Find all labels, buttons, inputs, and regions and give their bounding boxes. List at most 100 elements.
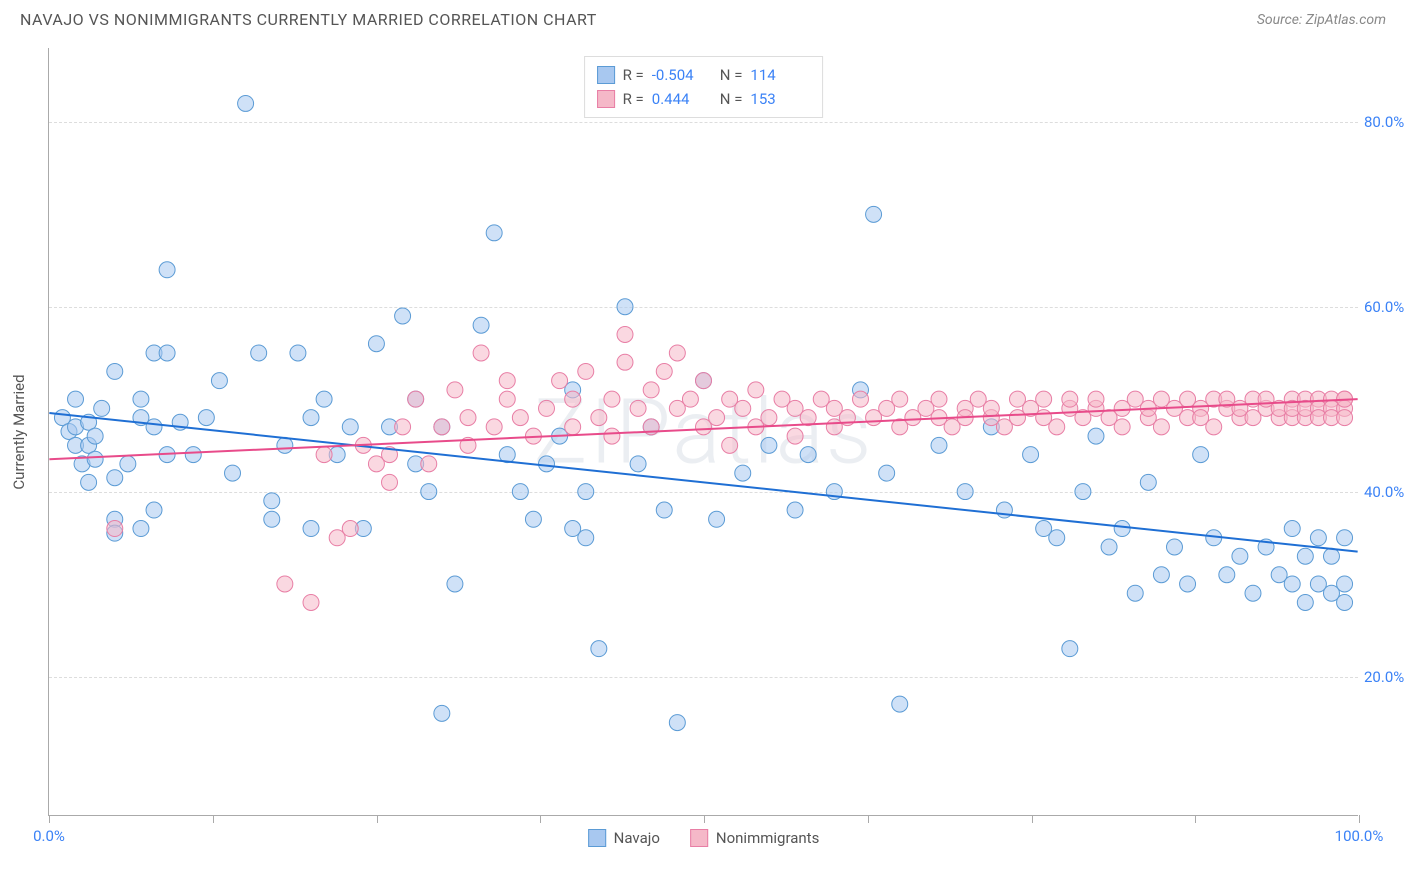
legend-series-label: Nonimmigrants (716, 829, 819, 847)
data-point (709, 511, 725, 527)
data-point (539, 400, 555, 416)
x-tick (377, 815, 378, 823)
data-point (1219, 567, 1235, 583)
data-point (722, 437, 738, 453)
data-point (1062, 641, 1078, 657)
data-point (1088, 428, 1104, 444)
data-point (1284, 521, 1300, 537)
data-point (1062, 391, 1078, 407)
data-point (264, 493, 280, 509)
data-point (617, 354, 633, 370)
data-point (185, 447, 201, 463)
data-point (1337, 594, 1353, 610)
data-point (316, 447, 332, 463)
data-point (853, 391, 869, 407)
data-point (669, 345, 685, 361)
data-point (539, 456, 555, 472)
data-point (643, 382, 659, 398)
chart-header: NAVAJO VS NONIMMIGRANTS CURRENTLY MARRIE… (0, 0, 1406, 35)
data-point (617, 326, 633, 342)
data-point (669, 715, 685, 731)
data-point (447, 576, 463, 592)
data-point (434, 705, 450, 721)
data-point (866, 206, 882, 222)
data-point (604, 428, 620, 444)
data-point (578, 363, 594, 379)
x-tick (704, 815, 705, 823)
data-point (656, 363, 672, 379)
data-point (277, 437, 293, 453)
data-point (382, 474, 398, 490)
data-point (578, 484, 594, 500)
data-point (146, 502, 162, 518)
data-point (565, 419, 581, 435)
data-point (447, 382, 463, 398)
data-point (87, 428, 103, 444)
data-point (146, 419, 162, 435)
legend-stat-row: R = -0.504 N = 114 (597, 63, 811, 87)
data-point (107, 521, 123, 537)
data-point (1101, 539, 1117, 555)
r-value: -0.504 (652, 63, 712, 87)
data-point (696, 373, 712, 389)
data-point (198, 410, 214, 426)
data-point (748, 382, 764, 398)
data-point (486, 225, 502, 241)
legend-stat-row: R = 0.444 N = 153 (597, 87, 811, 111)
data-point (1127, 585, 1143, 601)
data-point (368, 336, 384, 352)
data-point (421, 484, 437, 500)
data-point (735, 465, 751, 481)
data-point (1140, 474, 1156, 490)
y-tick-label: 20.0% (1364, 668, 1406, 686)
data-point (879, 465, 895, 481)
data-point (499, 391, 515, 407)
data-point (1114, 419, 1130, 435)
legend-series-item: Nonimmigrants (690, 829, 819, 847)
data-point (512, 410, 528, 426)
data-point (1245, 585, 1261, 601)
y-axis-label: Currently Married (10, 374, 28, 489)
x-tick-label: 100.0% (1335, 827, 1384, 845)
data-point (408, 391, 424, 407)
data-point (682, 391, 698, 407)
data-point (957, 484, 973, 500)
n-value: 114 (750, 63, 810, 87)
data-point (512, 484, 528, 500)
chart-title: NAVAJO VS NONIMMIGRANTS CURRENTLY MARRIE… (20, 10, 597, 29)
data-point (1114, 521, 1130, 537)
data-point (486, 419, 502, 435)
n-value: 153 (750, 87, 810, 111)
data-point (1166, 539, 1182, 555)
data-point (1180, 576, 1196, 592)
data-point (1153, 419, 1169, 435)
data-point (225, 465, 241, 481)
data-point (159, 345, 175, 361)
data-point (578, 530, 594, 546)
data-point (133, 391, 149, 407)
data-point (303, 410, 319, 426)
x-tick (49, 815, 50, 823)
data-point (303, 521, 319, 537)
r-value: 0.444 (652, 87, 712, 111)
x-tick (540, 815, 541, 823)
r-label: R = (623, 63, 644, 87)
data-point (1297, 548, 1313, 564)
data-point (1337, 576, 1353, 592)
data-point (159, 262, 175, 278)
x-tick (1195, 815, 1196, 823)
x-tick-label: 0.0% (33, 827, 65, 845)
data-point (68, 391, 84, 407)
x-tick (213, 815, 214, 823)
data-point (81, 474, 97, 490)
data-point (892, 391, 908, 407)
data-point (1337, 410, 1353, 426)
data-point (709, 410, 725, 426)
n-label: N = (720, 63, 743, 87)
data-point (94, 400, 110, 416)
legend-swatch (690, 829, 708, 847)
data-point (473, 317, 489, 333)
data-point (1036, 391, 1052, 407)
legend-swatch (597, 66, 615, 84)
data-point (630, 456, 646, 472)
